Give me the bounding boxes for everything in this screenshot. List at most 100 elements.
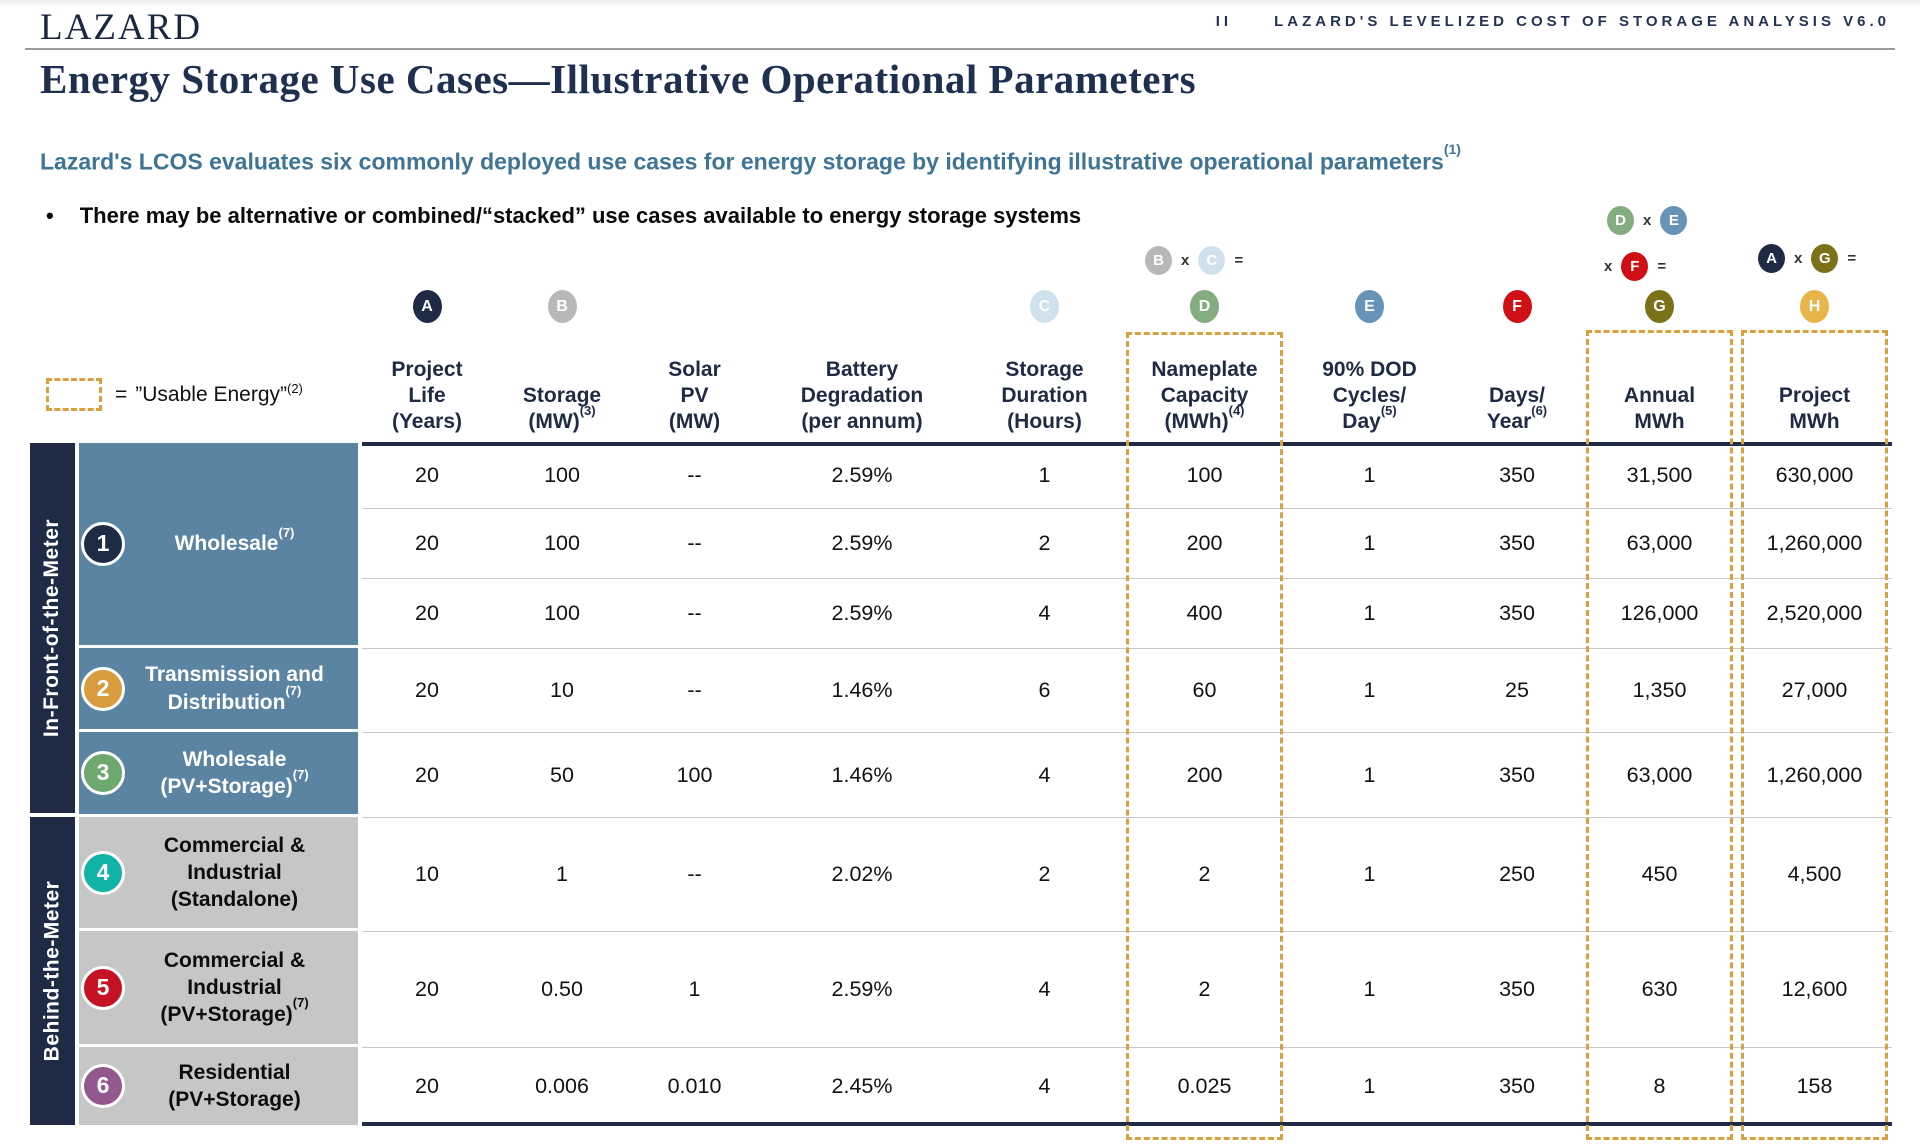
table-cell: 20 xyxy=(362,648,492,732)
use-case-ci-pv-storage: 5 Commercial & Industrial (PV+Storage)(7… xyxy=(79,931,362,1047)
table-cell: 6 xyxy=(967,648,1122,732)
column-badge-d: D xyxy=(1190,290,1219,323)
table-cell: 2 xyxy=(1122,817,1287,931)
table-cell: 20 xyxy=(362,931,492,1047)
table-cell: 31,500 xyxy=(1582,443,1737,508)
table-cell: 2.02% xyxy=(757,817,967,931)
table-cell: 50 xyxy=(492,732,632,817)
table-cell: 0.010 xyxy=(632,1047,757,1125)
table-cell: 27,000 xyxy=(1737,648,1892,732)
section-number: II xyxy=(1215,13,1233,30)
table-cell: 250 xyxy=(1452,817,1582,931)
table-cell: 10 xyxy=(492,648,632,732)
table-cell: 630 xyxy=(1582,931,1737,1047)
multiply-sign: x xyxy=(1794,250,1803,267)
table-cell: 1 xyxy=(1287,443,1452,508)
table-cell: 200 xyxy=(1122,732,1287,817)
multiply-sign: x xyxy=(1181,252,1190,269)
table-cell: 4 xyxy=(967,1047,1122,1125)
table-cell: 2,520,000 xyxy=(1737,578,1892,648)
footnote-ref-1: (1) xyxy=(1443,141,1461,157)
table-cell: 350 xyxy=(1452,732,1582,817)
column-header-nameplate-capacity: D Nameplate Capacity (MWh)(4) xyxy=(1122,286,1287,443)
table-cell: 2 xyxy=(967,508,1122,578)
table-cell: 1 xyxy=(492,817,632,931)
table-cell: 1,260,000 xyxy=(1737,732,1892,817)
table-cell: 350 xyxy=(1452,931,1582,1047)
table-cell: 100 xyxy=(492,508,632,578)
table-cell: 450 xyxy=(1582,817,1737,931)
bullet-point: • There may be alternative or combined/“… xyxy=(46,203,1081,229)
badge-g-icon: G xyxy=(1811,244,1839,273)
subtitle-text: Lazard's LCOS evaluates six commonly dep… xyxy=(40,148,1444,175)
doc-title: LAZARD'S LEVELIZED COST OF STORAGE ANALY… xyxy=(1274,13,1890,30)
use-case-number-3: 3 xyxy=(81,751,125,795)
table-cell: 2 xyxy=(1122,931,1287,1047)
column-header-storage-duration: C Storage Duration (Hours) xyxy=(967,286,1122,443)
table-cell: 2.59% xyxy=(757,508,967,578)
column-badge-b: B xyxy=(547,290,577,323)
multiply-sign: x xyxy=(1643,212,1652,229)
table-cell: 1 xyxy=(1287,648,1452,732)
multiply-sign: x xyxy=(1604,258,1613,275)
table-cell: 1.46% xyxy=(757,648,967,732)
badge-f-icon: F xyxy=(1621,252,1649,281)
column-header-project-mwh: H Project MWh xyxy=(1737,286,1892,443)
table-cell: 1,350 xyxy=(1582,648,1737,732)
use-case-wholesale: 1 Wholesale(7) xyxy=(79,443,362,648)
subtitle: Lazard's LCOS evaluates six commonly dep… xyxy=(40,141,1461,176)
bullet-dot: • xyxy=(46,203,54,228)
table-cell: 2.59% xyxy=(757,443,967,508)
table-cell: 1 xyxy=(1287,817,1452,931)
column-badge-a: A xyxy=(412,290,442,323)
use-case-residential-pv-storage: 6 Residential (PV+Storage) xyxy=(79,1047,362,1125)
table-cell: 4,500 xyxy=(1737,817,1892,931)
table-cell: 4 xyxy=(967,931,1122,1047)
badge-d-icon: D xyxy=(1607,206,1634,235)
table-cell: 1 xyxy=(1287,578,1452,648)
table-cell: 4 xyxy=(967,732,1122,817)
table-cell: 158 xyxy=(1737,1047,1892,1125)
column-header-dod-cycles: E 90% DOD Cycles/ Day(5) xyxy=(1287,286,1452,443)
column-badge-h: H xyxy=(1800,290,1829,323)
badge-b-icon: B xyxy=(1145,246,1172,275)
table-cell: 100 xyxy=(492,443,632,508)
table-cell: 2.45% xyxy=(757,1047,967,1125)
table-header: = ”Usable Energy” (2) A Project Life (Yea… xyxy=(30,286,1892,443)
use-case-number-5: 5 xyxy=(81,965,125,1010)
use-case-ci-standalone: 4 Commercial & Industrial (Standalone) xyxy=(79,817,362,931)
table-cell: 1 xyxy=(632,931,757,1047)
table-cell: 0.50 xyxy=(492,931,632,1047)
table-cell: 20 xyxy=(362,732,492,817)
formula-b-times-c: B x C = xyxy=(1145,246,1243,275)
table-cell: 1.46% xyxy=(757,732,967,817)
table-cell: 100 xyxy=(1122,443,1287,508)
column-badge-c: C xyxy=(1030,290,1059,323)
bullet-text: There may be alternative or combined/“st… xyxy=(79,203,1082,228)
formula-times-f: x F = xyxy=(1604,252,1666,281)
table-cell: 100 xyxy=(632,732,757,817)
table-cell: 20 xyxy=(362,508,492,578)
legend-equals: = xyxy=(115,382,128,406)
table-cell: 4 xyxy=(967,578,1122,648)
header-divider xyxy=(25,48,1895,50)
table-cell: 60 xyxy=(1122,648,1287,732)
table-cell: 25 xyxy=(1452,648,1582,732)
table-cell: 350 xyxy=(1452,508,1582,578)
use-case-number-1: 1 xyxy=(81,522,125,566)
table-cell: 1 xyxy=(1287,1047,1452,1125)
table-cell: 1 xyxy=(1287,931,1452,1047)
table-cell: 2.59% xyxy=(757,931,967,1047)
column-header-battery-degradation: Battery Degradation (per annum) xyxy=(800,358,924,434)
footnote-ref-2: (2) xyxy=(287,381,303,397)
use-case-wholesale-pv-storage: 3 Wholesale (PV+Storage)(7) xyxy=(79,732,362,817)
badge-c-icon: C xyxy=(1198,246,1226,275)
column-header-annual-mwh: G Annual MWh xyxy=(1582,286,1737,443)
table-cell: 126,000 xyxy=(1582,578,1737,648)
table-cell: 400 xyxy=(1122,578,1287,648)
table-cell: -- xyxy=(632,817,757,931)
table-cell: 2.59% xyxy=(757,578,967,648)
equals-sign: = xyxy=(1657,258,1667,275)
table-cell: 350 xyxy=(1452,443,1582,508)
